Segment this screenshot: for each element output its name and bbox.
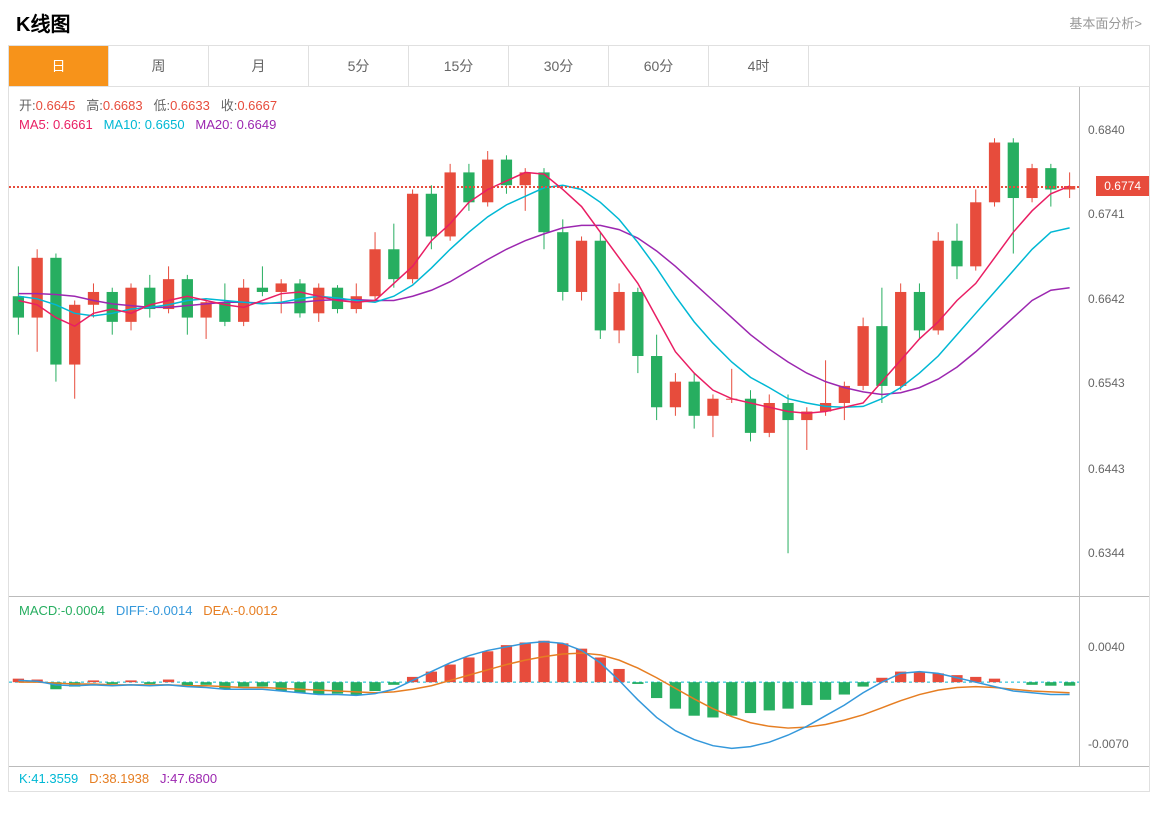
tab-30分[interactable]: 30分 bbox=[509, 46, 609, 86]
candlestick-chart[interactable]: 开:0.6645 高:0.6683 低:0.6633 收:0.6667 MA5:… bbox=[9, 87, 1149, 597]
fundamental-link[interactable]: 基本面分析> bbox=[1069, 13, 1142, 32]
ma-info: MA5: 0.6661 MA10: 0.6650 MA20: 0.6649 bbox=[19, 117, 276, 132]
tab-15分[interactable]: 15分 bbox=[409, 46, 509, 86]
tab-月[interactable]: 月 bbox=[209, 46, 309, 86]
tab-日[interactable]: 日 bbox=[9, 46, 109, 86]
price-y-axis: 0.68400.67410.66420.65430.64430.6344 bbox=[1079, 87, 1149, 596]
ohlc-info: 开:0.6645 高:0.6683 低:0.6633 收:0.6667 bbox=[19, 95, 277, 114]
current-price-badge: 0.6774 bbox=[1096, 176, 1149, 196]
macd-info: MACD:-0.0004 DIFF:-0.0014 DEA:-0.0012 bbox=[19, 603, 278, 618]
macd-chart[interactable]: MACD:-0.0004 DIFF:-0.0014 DEA:-0.0012 0.… bbox=[9, 597, 1149, 767]
timeframe-tabs: 日周月5分15分30分60分4时 bbox=[9, 46, 1149, 87]
page-title: K线图 bbox=[16, 8, 70, 37]
chart-container: 日周月5分15分30分60分4时 开:0.6645 高:0.6683 低:0.6… bbox=[8, 45, 1150, 792]
current-price-line bbox=[9, 186, 1079, 188]
tab-5分[interactable]: 5分 bbox=[309, 46, 409, 86]
tab-周[interactable]: 周 bbox=[109, 46, 209, 86]
kdj-info: K:41.3559 D:38.1938 J:47.6800 bbox=[9, 767, 1149, 791]
tab-60分[interactable]: 60分 bbox=[609, 46, 709, 86]
tab-4时[interactable]: 4时 bbox=[709, 46, 809, 86]
macd-y-axis: 0.0040-0.0070 bbox=[1079, 597, 1149, 766]
